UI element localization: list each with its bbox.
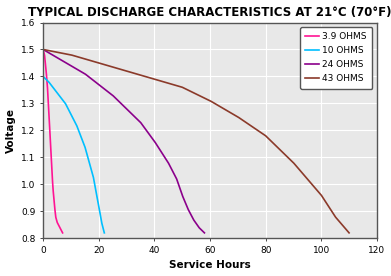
- Line: 43 OHMS: 43 OHMS: [43, 49, 349, 233]
- 10 OHMS: [91, 175, 96, 178]
- 43 OHMS: [41, 48, 45, 51]
- 3.9 OHMS: [52, 206, 57, 209]
- 24 OHMS: [128, 111, 133, 114]
- 10 OHMS: [77, 131, 82, 134]
- Line: 10 OHMS: 10 OHMS: [43, 76, 104, 233]
- 10 OHMS: [70, 116, 75, 119]
- 43 OHMS: [339, 223, 344, 226]
- 24 OHMS: [41, 48, 45, 51]
- 24 OHMS: [117, 100, 122, 104]
- 24 OHMS: [118, 102, 123, 105]
- 24 OHMS: [137, 119, 142, 123]
- 43 OHMS: [223, 108, 228, 111]
- 43 OHMS: [206, 99, 211, 102]
- 43 OHMS: [188, 89, 193, 93]
- Y-axis label: Voltage: Voltage: [5, 108, 16, 153]
- 10 OHMS: [70, 115, 75, 118]
- 43 OHMS: [347, 231, 352, 235]
- Legend: 3.9 OHMS, 10 OHMS, 24 OHMS, 43 OHMS: 3.9 OHMS, 10 OHMS, 24 OHMS, 43 OHMS: [300, 27, 372, 89]
- 3.9 OHMS: [60, 231, 65, 235]
- 10 OHMS: [100, 225, 105, 229]
- 10 OHMS: [102, 231, 107, 235]
- 43 OHMS: [186, 89, 191, 92]
- 3.9 OHMS: [50, 179, 55, 182]
- 3.9 OHMS: [51, 195, 56, 198]
- Line: 3.9 OHMS: 3.9 OHMS: [43, 49, 63, 233]
- 43 OHMS: [292, 162, 296, 165]
- 3.9 OHMS: [60, 230, 65, 233]
- X-axis label: Service Hours: Service Hours: [169, 261, 251, 270]
- 3.9 OHMS: [57, 224, 61, 228]
- Line: 24 OHMS: 24 OHMS: [43, 49, 204, 233]
- 3.9 OHMS: [50, 177, 55, 180]
- 24 OHMS: [173, 175, 178, 178]
- 24 OHMS: [198, 227, 203, 231]
- 10 OHMS: [74, 123, 79, 126]
- 10 OHMS: [41, 75, 45, 78]
- 3.9 OHMS: [41, 48, 45, 51]
- Title: TYPICAL DISCHARGE CHARACTERISTICS AT 21°C (70°F): TYPICAL DISCHARGE CHARACTERISTICS AT 21°…: [28, 6, 391, 18]
- 24 OHMS: [202, 231, 207, 235]
